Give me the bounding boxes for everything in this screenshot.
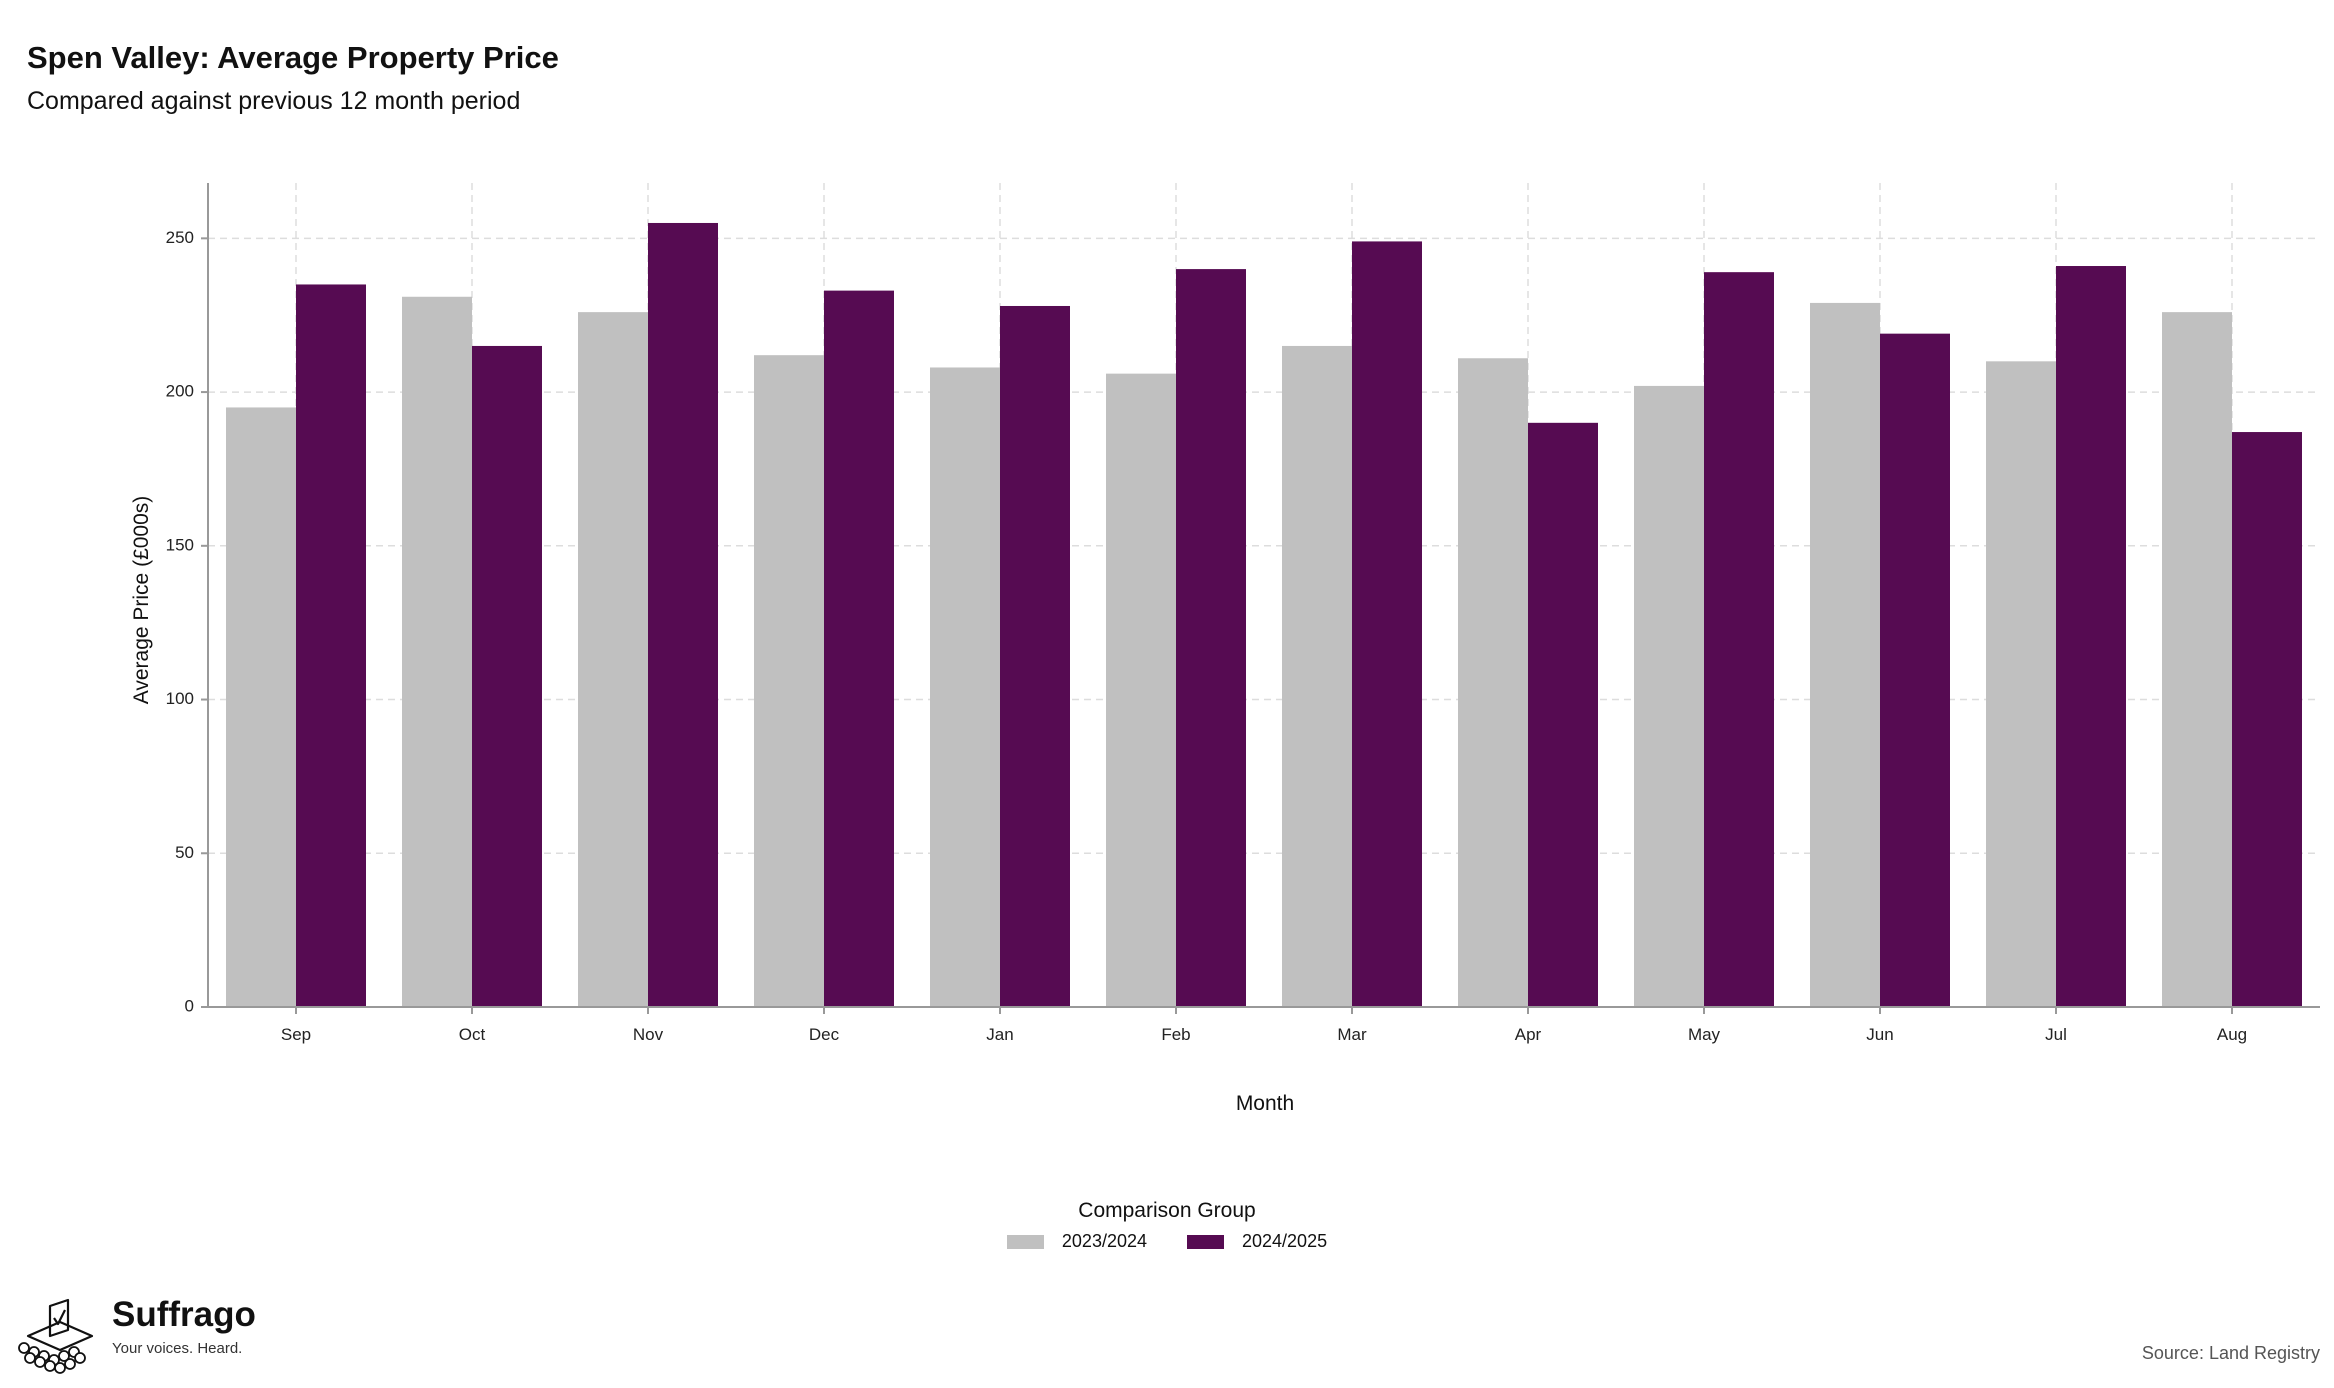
x-tick-label-nov: Nov	[633, 1025, 664, 1044]
bar-2024-2025-feb	[1176, 269, 1246, 1007]
bar-2023-2024-oct	[402, 296, 472, 1007]
x-tick-label-jun: Jun	[1866, 1025, 1893, 1044]
y-tick-label-100: 100	[166, 689, 194, 708]
y-tick-label-50: 50	[175, 843, 194, 862]
chart-subtitle: Compared against previous 12 month perio…	[27, 87, 521, 115]
bar-2023-2024-apr	[1458, 358, 1528, 1007]
bar-2023-2024-dec	[754, 355, 824, 1008]
bar-2024-2025-may	[1704, 272, 1774, 1007]
x-tick-label-jul: Jul	[2045, 1025, 2067, 1044]
x-tick-label-sep: Sep	[281, 1025, 311, 1044]
source-note: Source: Land Registry	[2141, 1343, 2320, 1363]
y-tick-label-150: 150	[166, 535, 194, 554]
bar-2024-2025-aug	[2232, 432, 2302, 1007]
legend-item-2024-2025: 2024/2025	[1187, 1231, 1327, 1252]
bar-2024-2025-sep	[296, 284, 366, 1008]
bar-2023-2024-sep	[226, 407, 296, 1007]
bar-2023-2024-jan	[930, 367, 1000, 1007]
bar-2024-2025-dec	[824, 290, 894, 1007]
legend-label-2024-2025: 2024/2025	[1242, 1231, 1328, 1251]
x-tick-label-oct: Oct	[459, 1025, 486, 1044]
axes: 0 50 100 150 200 250 Sep Oct Nov Dec Jan Feb Mar Apr M…	[166, 183, 2320, 1044]
bar-2023-2024-mar	[1282, 345, 1352, 1008]
y-tick-label-250: 250	[166, 228, 194, 247]
x-axis-title: Month	[1236, 1092, 1294, 1115]
legend-items: 2023/2024 2024/2025	[0, 1231, 2334, 1252]
bar-2023-2024-nov	[578, 312, 648, 1007]
bar-2024-2025-oct	[472, 345, 542, 1008]
bar-2024-2025-mar	[1352, 241, 1422, 1007]
legend-swatch-2023-2024	[1006, 1234, 1044, 1249]
bar-2023-2024-jun	[1810, 302, 1880, 1007]
legend-title: Comparison Group	[1078, 1199, 1256, 1222]
chart-title: Spen Valley: Average Property Price	[27, 40, 559, 75]
bar-2023-2024-may	[1634, 385, 1704, 1007]
x-tick-label-aug: Aug	[2217, 1025, 2247, 1044]
legend-swatch-2024-2025	[1187, 1234, 1224, 1249]
bar-2024-2025-jul	[2056, 266, 2126, 1008]
bar-2024-2025-nov	[648, 222, 718, 1007]
bar-2023-2024-jul	[1986, 361, 2056, 1007]
brand-tagline: Your voices. Heard.	[112, 1340, 243, 1357]
bar-2024-2025-apr	[1528, 422, 1598, 1007]
bar-2023-2024-aug	[2162, 312, 2232, 1007]
bar-2023-2024-feb	[1106, 373, 1176, 1008]
bar-2024-2025-jan	[1000, 305, 1070, 1007]
x-tick-label-mar: Mar	[1337, 1025, 1367, 1044]
bars	[226, 222, 2302, 1008]
ballot-box-icon	[18, 1298, 94, 1374]
brand-name: Suffrago	[112, 1295, 256, 1334]
bar-2024-2025-jun	[1880, 333, 1950, 1007]
x-tick-label-may: May	[1688, 1025, 1721, 1044]
legend: Comparison Group 2023/2024 2024/2025	[0, 1199, 2334, 1252]
legend-item-2023-2024: 2023/2024	[1006, 1231, 1147, 1252]
y-axis-title: Average Price (£000s)	[130, 496, 153, 705]
legend-label-2023-2024: 2023/2024	[1061, 1231, 1147, 1251]
bar-chart: 0 50 100 150 200 250 Sep Oct Nov Dec Jan Feb Mar Apr M…	[130, 183, 2320, 1115]
suffrago-logo: Suffrago Your voices. Heard.	[14, 1296, 256, 1376]
y-tick-label-0: 0	[185, 996, 194, 1015]
x-tick-label-jan: Jan	[986, 1025, 1013, 1044]
y-tick-label-200: 200	[166, 382, 194, 401]
x-tick-label-dec: Dec	[809, 1025, 840, 1044]
x-tick-label-apr: Apr	[1515, 1025, 1542, 1044]
x-tick-label-feb: Feb	[1161, 1025, 1190, 1044]
